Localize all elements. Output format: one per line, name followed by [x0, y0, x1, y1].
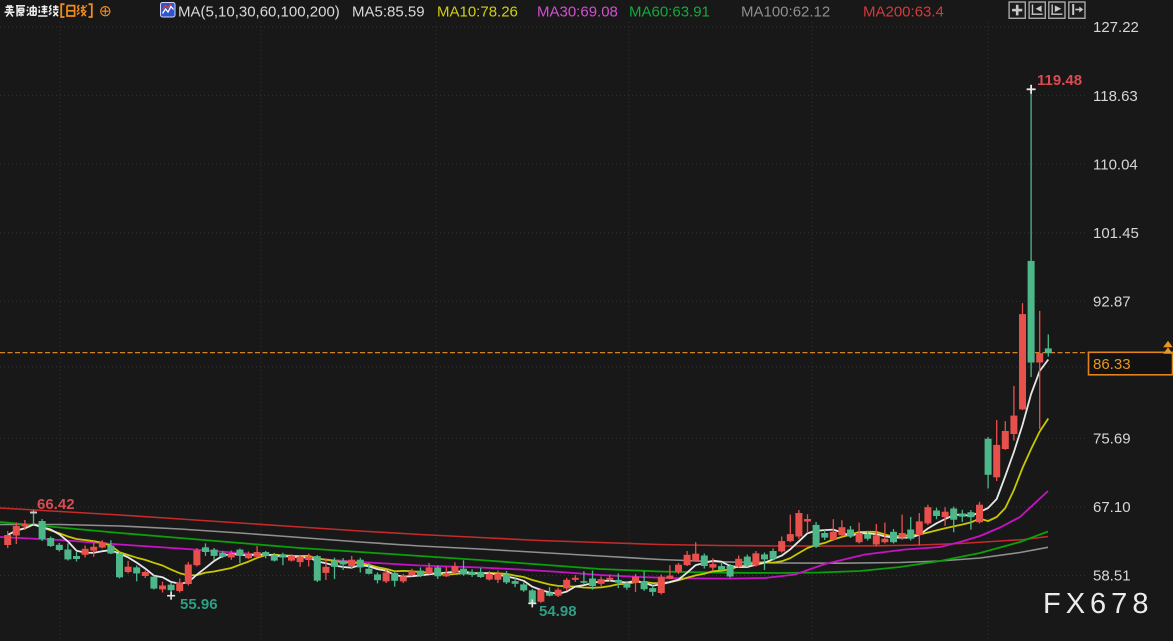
svg-text:92.87: 92.87 — [1093, 294, 1131, 311]
svg-text:118.63: 118.63 — [1093, 88, 1138, 105]
svg-text:86.33: 86.33 — [1093, 356, 1131, 373]
svg-text:75.69: 75.69 — [1093, 431, 1131, 448]
svg-text:MA200:63.4: MA200:63.4 — [863, 4, 944, 21]
svg-text:127.22: 127.22 — [1093, 19, 1139, 36]
svg-text:MA60:63.91: MA60:63.91 — [629, 4, 710, 21]
svg-text:101.45: 101.45 — [1093, 225, 1139, 242]
svg-text:MA10:78.26: MA10:78.26 — [437, 4, 518, 21]
svg-text:MA30:69.08: MA30:69.08 — [537, 4, 618, 21]
svg-text:54.98: 54.98 — [539, 603, 577, 620]
svg-text:110.04: 110.04 — [1093, 156, 1138, 173]
svg-text:FX678: FX678 — [1043, 588, 1153, 620]
svg-text:MA100:62.12: MA100:62.12 — [741, 4, 830, 21]
svg-text:58.51: 58.51 — [1093, 568, 1131, 585]
svg-text:55.96: 55.96 — [180, 596, 218, 613]
svg-text:MA5:85.59: MA5:85.59 — [352, 4, 425, 21]
svg-text:66.42: 66.42 — [37, 496, 75, 513]
svg-text:119.48: 119.48 — [1037, 72, 1082, 89]
svg-text:67.10: 67.10 — [1093, 499, 1131, 516]
svg-text:MA(5,10,30,60,100,200): MA(5,10,30,60,100,200) — [178, 4, 340, 21]
